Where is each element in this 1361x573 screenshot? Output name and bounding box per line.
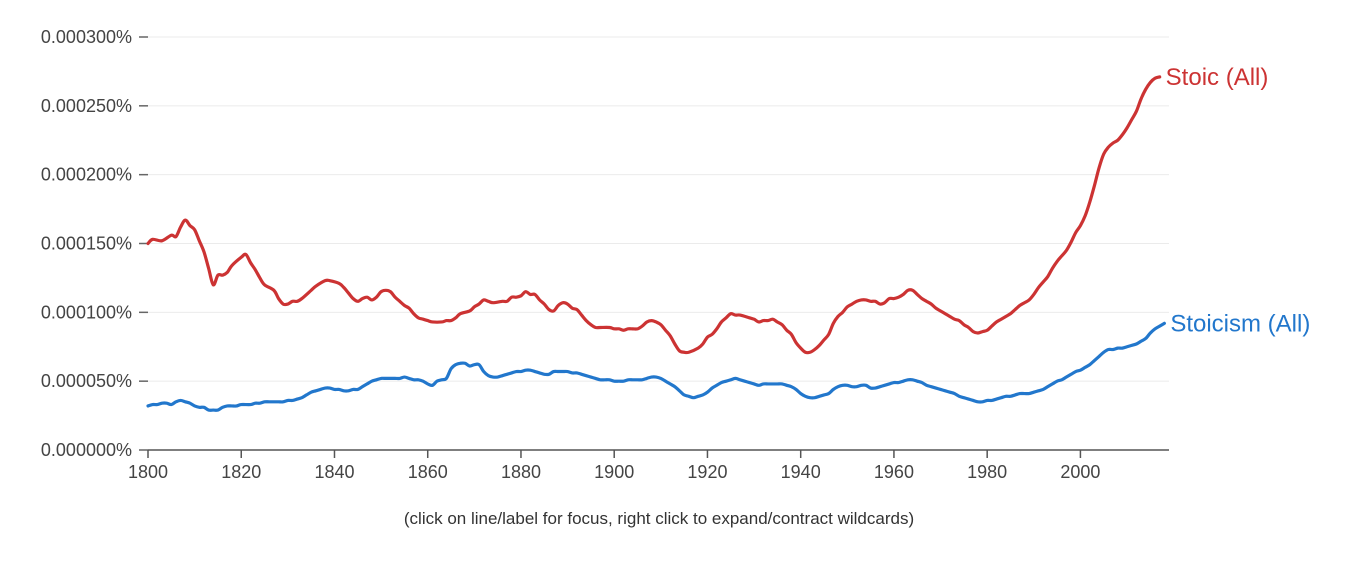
y-tick-label: 0.000300% — [41, 27, 132, 47]
y-tick-label: 0.000000% — [41, 440, 132, 460]
series-label-stoic-all[interactable]: Stoic (All) — [1166, 64, 1269, 91]
x-tick-label: 1920 — [687, 462, 727, 482]
y-tick-label: 0.000200% — [41, 165, 132, 185]
x-tick-label: 1820 — [221, 462, 261, 482]
x-tick-label: 1960 — [874, 462, 914, 482]
y-tick-label: 0.000050% — [41, 371, 132, 391]
x-tick-label: 1940 — [781, 462, 821, 482]
x-tick-label: 1880 — [501, 462, 541, 482]
ngram-chart: 0.000000% 0.000050% 0.000100% 0.000150% 0.00… — [41, 27, 1311, 482]
x-tick-label: 1840 — [314, 462, 354, 482]
y-tick-label: 0.000150% — [41, 234, 132, 254]
x-tick-label: 2000 — [1060, 462, 1100, 482]
y-axis: 0.000000% 0.000050% 0.000100% 0.000150% 0.00… — [41, 27, 148, 460]
series-labels[interactable]: Stoic (All) Stoicism (All) — [1166, 64, 1311, 337]
x-tick-label: 1860 — [408, 462, 448, 482]
gridlines — [148, 36, 1169, 382]
x-tick-label: 1900 — [594, 462, 634, 482]
y-tick-label: 0.000100% — [41, 302, 132, 322]
x-tick-label: 1800 — [128, 462, 168, 482]
series-label-stoicism-all[interactable]: Stoicism (All) — [1170, 310, 1310, 337]
y-tick-label: 0.000250% — [41, 96, 132, 116]
series-lines[interactable] — [146, 75, 1166, 412]
series-line-stoicism-all[interactable] — [146, 321, 1166, 412]
series-line-stoic-all[interactable] — [146, 75, 1162, 355]
x-tick-label: 1980 — [967, 462, 1007, 482]
x-axis: 1800 1820 1840 1860 1880 1900 1920 1940 1960 1980… — [128, 449, 1169, 482]
chart-hint: (click on line/label for focus, right cl… — [403, 509, 915, 528]
